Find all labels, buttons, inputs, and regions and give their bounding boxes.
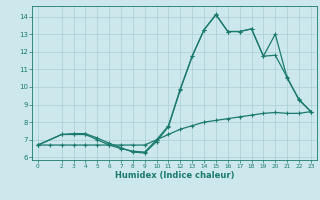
X-axis label: Humidex (Indice chaleur): Humidex (Indice chaleur) <box>115 171 234 180</box>
